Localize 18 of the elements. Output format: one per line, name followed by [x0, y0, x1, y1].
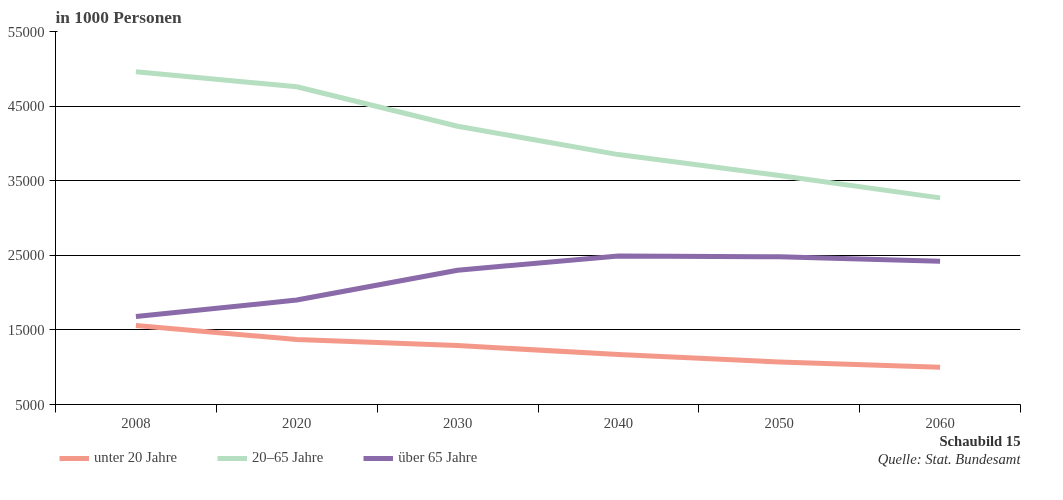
legend-label: über 65 Jahre	[398, 449, 478, 466]
chart-title: in 1000 Personen	[55, 7, 182, 27]
y-tick-label: 35000	[7, 172, 45, 189]
source-note: Quelle: Stat. Bundesamt	[877, 450, 1022, 467]
x-tick-label: 2060	[925, 414, 955, 431]
legend-label: 20–65 Jahre	[252, 449, 324, 466]
x-tick-label: 2008	[121, 414, 151, 431]
text: Schaubild 15	[939, 432, 1021, 449]
x-tick-label: 2030	[442, 414, 473, 431]
y-tick-label: 55000	[7, 23, 45, 40]
y-tick-label: 25000	[7, 247, 45, 264]
y-tick-label: 15000	[7, 321, 45, 338]
y-tick-label: 45000	[7, 98, 45, 115]
legend-label: unter 20 Jahre	[94, 449, 178, 466]
x-tick-label: 2020	[282, 414, 312, 431]
x-tick-label: 2050	[764, 414, 794, 431]
y-tick-label: 5000	[15, 396, 45, 413]
x-tick-label: 2040	[603, 414, 634, 431]
